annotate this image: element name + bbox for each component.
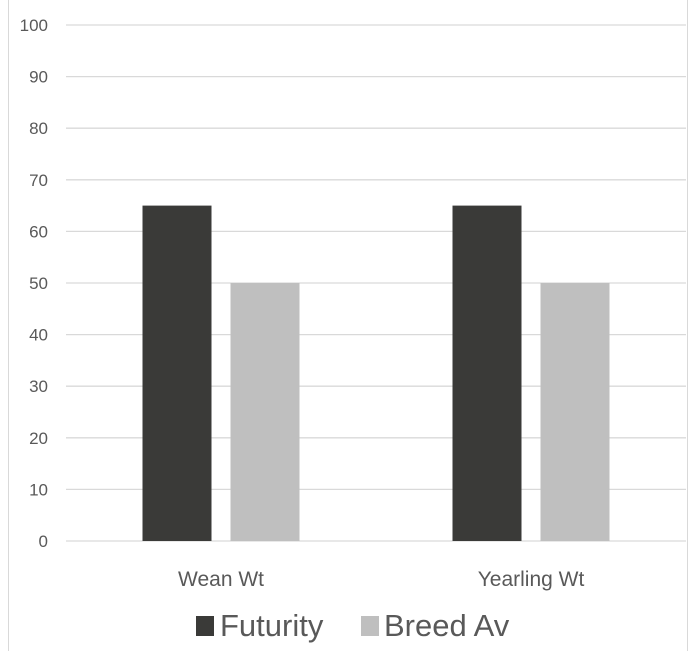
- bar-breed-av-wean-wt: [230, 283, 300, 541]
- y-tick-label: 40: [29, 326, 48, 345]
- y-tick-label: 10: [29, 480, 48, 499]
- y-tick-label: 0: [39, 532, 48, 551]
- y-axis-tick-labels: 0 10 20 30 40 50 60 70 80 90 100: [20, 16, 48, 551]
- x-category-label: Wean Wt: [178, 568, 264, 591]
- y-tick-label: 80: [29, 119, 48, 138]
- legend-swatch-breed-av: [361, 616, 379, 636]
- legend-swatch-futurity: [196, 616, 214, 636]
- bars: [142, 205, 610, 541]
- y-tick-label: 70: [29, 171, 48, 190]
- y-tick-label: 90: [29, 68, 48, 87]
- bar-breed-av-yearling-wt: [540, 283, 610, 541]
- bar-futurity-wean-wt: [142, 205, 212, 541]
- y-tick-label: 60: [29, 222, 48, 241]
- x-axis-category-labels: Wean Wt Yearling Wt: [178, 568, 584, 591]
- bar-futurity-yearling-wt: [452, 205, 522, 541]
- legend-label-futurity: Futurity: [220, 608, 324, 643]
- y-tick-label: 100: [20, 16, 48, 35]
- x-category-label: Yearling Wt: [478, 568, 585, 591]
- chart-frame: [8, 0, 688, 651]
- y-tick-label: 30: [29, 377, 48, 396]
- legend: Futurity Breed Av: [196, 608, 510, 643]
- legend-label-breed-av: Breed Av: [384, 608, 510, 643]
- y-tick-label: 50: [29, 274, 48, 293]
- y-tick-label: 20: [29, 429, 48, 448]
